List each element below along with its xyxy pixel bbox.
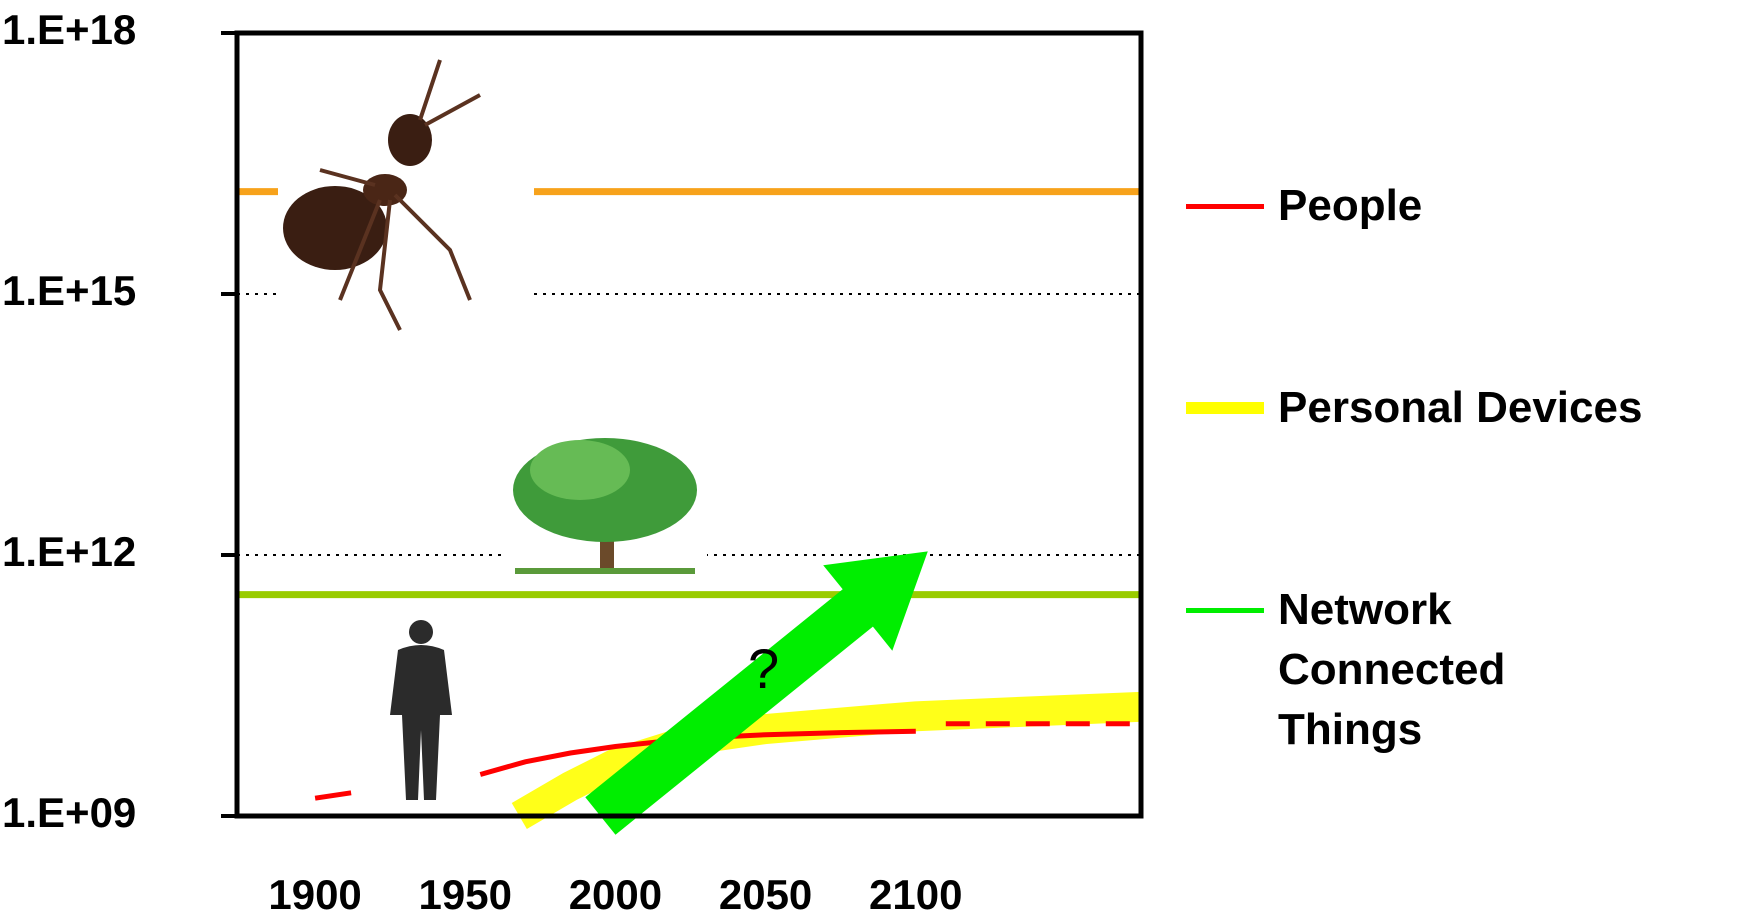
legend-swatch (1186, 203, 1264, 209)
x-tick-label: 2100 (869, 871, 962, 916)
people-line (314, 728, 916, 801)
person-body (390, 645, 452, 800)
legend-swatch (1186, 607, 1264, 613)
legend-label: Network Connected Things (1278, 585, 1506, 754)
legend-label: Personal Devices (1278, 383, 1643, 432)
ant-leg (319, 168, 376, 187)
plot-data: 1900 1950 2000 2050 2100 (234, 30, 1144, 916)
y-tick-label: 1.E+18 (2, 6, 136, 53)
x-tick-label: 1950 (419, 871, 512, 916)
tree-crown (530, 440, 630, 500)
growth-arrow (585, 551, 928, 835)
ant-antenna (418, 59, 442, 121)
legend-swatch (1186, 402, 1264, 414)
legend-item: People (1186, 176, 1578, 236)
person-picture (390, 620, 452, 800)
x-tick-label: 2000 (569, 871, 662, 916)
ant-leg (393, 193, 472, 301)
tree-picture (507, 423, 707, 579)
legend-label: People (1278, 181, 1423, 230)
y-tick-label: 1.E+09 (2, 789, 136, 836)
ant-picture (278, 45, 534, 340)
plot-frame (234, 30, 1144, 819)
x-tick-label: 1900 (268, 871, 361, 916)
y-tick-label: 1.E+12 (2, 528, 136, 575)
person-head (409, 620, 433, 644)
ant-leg (338, 199, 382, 301)
ant-leg (377, 199, 402, 331)
y-tick-label: 1.E+15 (2, 267, 136, 314)
tree-ground (515, 568, 695, 574)
x-tick-label: 2050 (719, 871, 812, 916)
ant-head (388, 114, 432, 166)
ant-antenna (424, 93, 481, 127)
annotation: ? (748, 637, 780, 700)
legend-item: Network Connected Things (1186, 580, 1578, 760)
ant-legs (319, 59, 481, 331)
legend-item: Personal Devices (1186, 378, 1737, 438)
